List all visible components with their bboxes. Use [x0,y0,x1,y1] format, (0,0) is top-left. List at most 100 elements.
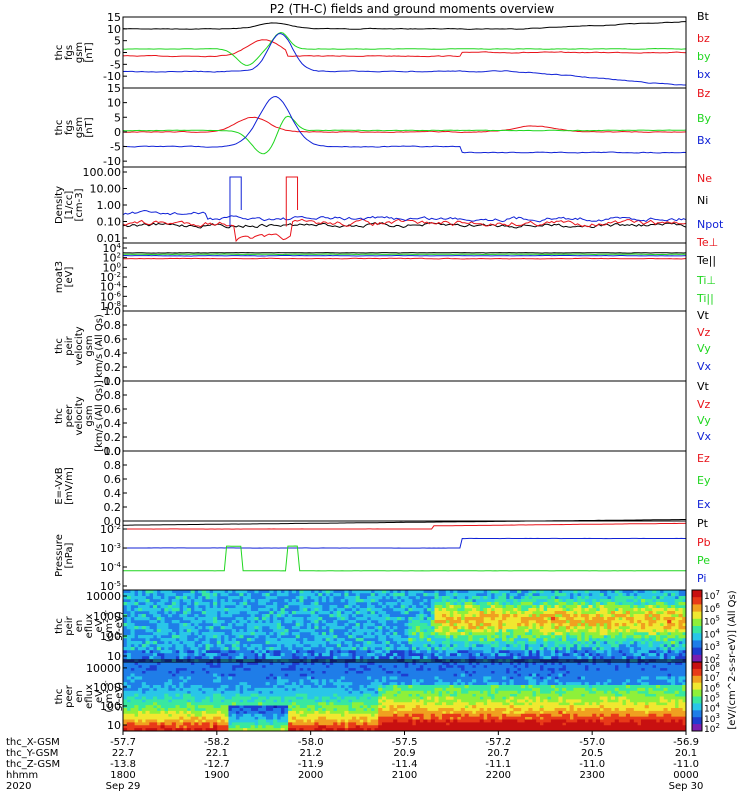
colorbar-swatch [692,703,702,711]
series-Npot [122,209,687,223]
y-axis-label: [nT] [84,42,95,62]
x-tick-label: -11.1 [485,759,511,770]
x-tick-label: 1800 [110,770,135,781]
spectrogram-cells-level-3 [123,673,687,726]
y-axis-label: [km/s (All Qs)] [94,380,105,452]
y-tick-label: 10000 [86,590,121,603]
series-By [122,115,687,155]
plot-title: P2 (TH-C) fields and ground moments over… [270,2,555,16]
y-axis-label: peir [64,615,75,635]
y-tick-label: 0.6 [104,473,122,486]
colorbar-swatch [692,633,702,641]
density-spike-1 [229,176,242,227]
y-tick-label: -5 [110,58,121,71]
colorbar-swatch [692,682,702,691]
panel-frame [122,310,687,382]
series-bx [122,33,686,86]
spectrogram-cells-level-1 [130,662,683,715]
y-axis-label: thc [54,689,65,705]
series-Ti-par [122,253,686,256]
y-axis-label: eflux [84,614,95,639]
colorbar-label: [eV/(cm^2-s-sr-eV)] (All Qs) [727,590,738,729]
legend-Ex: Ex [697,498,711,511]
y-axis-label: eV [94,619,105,632]
y-tick-label: 10000 [86,662,121,675]
y-axis-label: E=-VxB [54,467,65,504]
y-axis-label: thc [54,120,65,136]
y-axis-label: fgs [64,120,75,135]
panel-density: 100.00 10.00 1.00 0.10 0.01 Density [1/cc] [cm-… [54,166,724,245]
series-Pe [123,545,686,572]
colorbar-frame [691,661,703,732]
colorbar-swatch [692,626,702,634]
spectrogram-cells-level-7 [434,611,687,630]
legend-Vz: Vz [697,326,711,339]
y-axis-label: thc [54,618,65,634]
colorbar-swatch [692,597,702,605]
y-tick-label: 1.0 [104,445,122,458]
y-tick-label: 0.10 [97,216,122,229]
legend-Bt: Bt [697,10,710,23]
y-axis-label: gsm [74,117,85,138]
y-axis-label: km/s (All Qs) [94,314,105,378]
y-axis-label: gsm [84,405,95,426]
legend-Ti⊥: Ti⊥ [696,274,716,287]
legend-Bx: Bx [697,134,712,147]
y-tick-label: 0.2 [104,431,122,444]
colorbar-swatch [692,668,702,677]
colorbar-swatch [692,710,702,718]
y-axis-label: thc [54,338,65,354]
x-row-label: thc_X-GSM [6,737,60,748]
y-tick-label: 0.8 [104,389,122,402]
legend-Vx: Vx [697,360,712,373]
y-tick-label: 102 [103,252,121,265]
y-axis-label: Pressure [54,534,65,577]
y-tick-label: 10 [107,719,121,732]
series-Ne [122,218,687,243]
colorbar-swatch [692,654,702,663]
y-tick-label: 0.0 [104,445,122,458]
y-axis-label: gsm [74,42,85,63]
colorbar-tick-label: 104 [704,627,720,640]
y-axis-label: peer [64,404,75,428]
x-tick-label: 22.1 [206,748,228,759]
x-tick-label: 21.2 [300,748,322,759]
x-tick-label: 2100 [392,770,417,781]
series-Pb [123,522,687,530]
y-tick-label: 10 [107,23,121,36]
colorbar-swatch [692,689,702,697]
spectrogram-cells-level-6 [123,696,687,732]
colorbar-swatch [692,717,702,725]
x-tick-label: -57.5 [392,737,418,748]
y-tick-label: 0.2 [104,361,122,374]
legend-Vt: Vt [697,380,710,393]
spectrogram-cells-level-3 [123,590,687,663]
series-Bt [122,21,686,30]
y-axis-label: velocity [74,326,85,365]
y-tick-label: 0.6 [104,333,122,346]
y-tick-label: 10-4 [100,561,122,574]
y-tick-label: 10 [107,97,121,110]
y-tick-label: 0.8 [104,459,122,472]
y-axis-label: fgs [64,45,75,60]
y-tick-label: 0.6 [104,403,122,416]
y-axis-label: eV [94,690,105,703]
y-tick-label: 0.0 [104,515,122,528]
colorbar-swatch [692,611,702,620]
series-bz [122,39,687,58]
x-row-label: thc_Z-GSM [6,759,60,770]
colorbar-tick-label: 106 [704,602,720,615]
y-tick-label: 10 [107,650,121,663]
colorbar-swatch [692,618,702,627]
panel-frame [122,450,687,522]
x-row-label: 2020 [6,781,31,792]
y-axis-label: [nT] [84,117,95,137]
x-tick-label: 22.7 [112,748,134,759]
spectrogram-cells-level-0 [273,705,278,709]
